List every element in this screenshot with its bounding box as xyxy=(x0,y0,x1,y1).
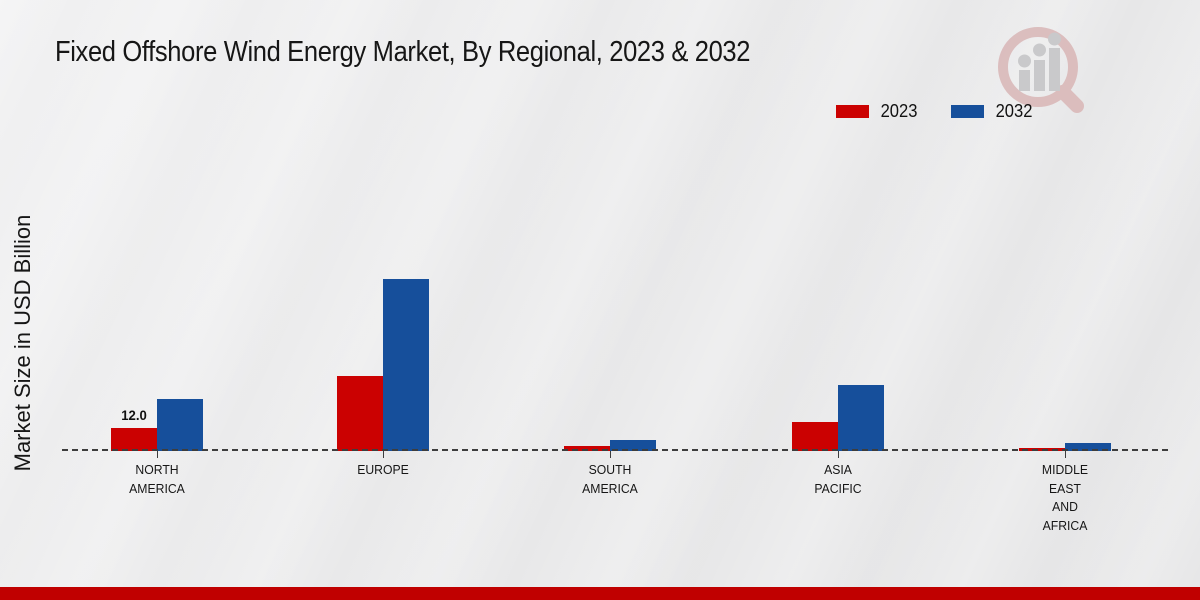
footer-accent-band xyxy=(0,587,1200,600)
legend-item-2023: 2023 xyxy=(836,101,919,122)
bar-2032-group-1 xyxy=(383,278,429,451)
x-axis-tick xyxy=(383,451,384,458)
bar-2032-group-2 xyxy=(610,440,656,451)
x-axis-category-label: MIDDLE EAST AND AFRICA xyxy=(1041,462,1089,533)
x-axis-category-label: SOUTH AMERICA xyxy=(582,462,638,496)
legend-swatch-2032 xyxy=(951,105,985,118)
x-axis-tick xyxy=(838,451,839,458)
x-axis-tick xyxy=(610,451,611,458)
legend-label-2032: 2032 xyxy=(995,101,1033,121)
legend-swatch-2023 xyxy=(836,105,869,118)
bar-2032-group-4 xyxy=(1065,442,1111,451)
legend: 2023 2032 xyxy=(836,101,1034,122)
x-axis-tick xyxy=(157,451,158,458)
chart-title: Fixed Offshore Wind Energy Market, By Re… xyxy=(55,36,751,68)
magnifier-bar-chart-logo-icon xyxy=(993,26,1093,123)
x-axis-category-label: EUROPE xyxy=(357,462,409,477)
bar-2023-group-2 xyxy=(564,446,610,451)
bar-2023-group-3 xyxy=(792,422,838,451)
bar-2023-group-0 xyxy=(111,428,157,451)
bar-2023-group-1 xyxy=(337,376,383,451)
legend-item-2032: 2032 xyxy=(951,101,1034,122)
bar-data-label: 12.0 xyxy=(121,407,147,423)
x-axis-baseline xyxy=(62,449,1168,451)
legend-label-2023: 2023 xyxy=(880,101,918,121)
x-axis-category-label: ASIA PACIFIC xyxy=(814,462,862,496)
x-axis-category-label: NORTH AMERICA xyxy=(129,462,185,496)
bar-2032-group-3 xyxy=(838,384,884,451)
bar-2032-group-0 xyxy=(157,399,203,451)
x-axis-tick xyxy=(1065,451,1066,458)
